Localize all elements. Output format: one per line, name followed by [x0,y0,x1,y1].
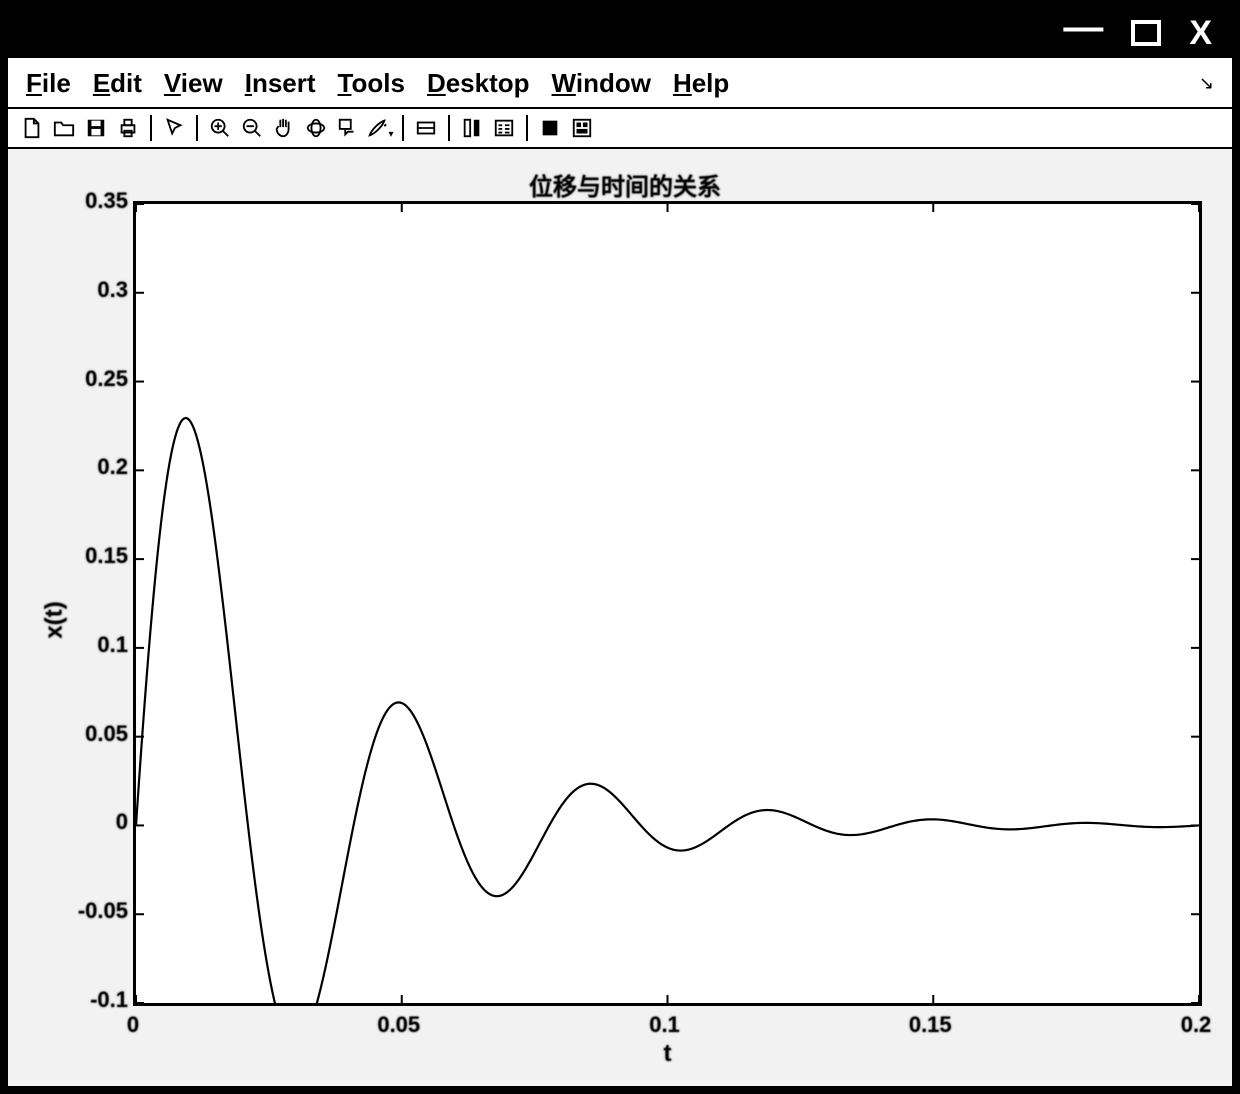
data-cursor-icon[interactable] [334,114,362,142]
y-tick-label: 0.3 [97,277,128,303]
figure-area: 位移与时间的关系 x(t) t -0.1 -0.05 0 0.05 0.1 0.15 0.2… [8,149,1232,1086]
close-button[interactable]: X [1189,16,1212,50]
insert-colorbar-icon[interactable] [458,114,486,142]
print-icon[interactable] [114,114,142,142]
new-file-icon[interactable] [18,114,46,142]
insert-legend-icon[interactable] [490,114,518,142]
open-file-icon[interactable] [50,114,78,142]
dock-icon[interactable]: ↘ [1199,73,1214,94]
maximize-button[interactable] [1131,18,1161,48]
y-tick-label: 0.1 [97,632,128,658]
x-axis-label: t [133,1040,1202,1068]
y-tick-label: 0 [116,809,128,835]
chart-title: 位移与时间的关系 [38,167,1212,202]
line-plot [136,204,1199,1003]
zoom-in-icon[interactable] [206,114,234,142]
menu-insert[interactable]: Insert [245,68,316,99]
toolbar: ▾ [8,109,1232,149]
toolbar-separator [402,115,404,141]
y-tick-label: 0.25 [85,366,128,392]
show-plot-tools-icon[interactable] [568,114,596,142]
menu-tools[interactable]: Tools [338,68,405,99]
minimize-button[interactable]: — [1063,7,1103,47]
plot-container: 位移与时间的关系 x(t) t -0.1 -0.05 0 0.05 0.1 0.15 0.2… [38,167,1212,1072]
zoom-out-icon[interactable] [238,114,266,142]
x-tick-label: 0.1 [649,1012,680,1038]
y-tick-label: 0.05 [85,721,128,747]
y-tick-label: -0.1 [90,987,128,1013]
rotate3d-icon[interactable] [302,114,330,142]
menu-file[interactable]: File [26,68,71,99]
figure-window: — X File Edit View Insert Tools Desktop … [0,0,1240,1094]
toolbar-separator [448,115,450,141]
hide-plot-tools-icon[interactable] [536,114,564,142]
title-bar: — X [8,8,1232,58]
y-axis-label: x(t) [41,601,69,638]
x-tick-label: 0.05 [377,1012,420,1038]
link-axes-icon[interactable] [412,114,440,142]
x-tick-label: 0.2 [1181,1012,1212,1038]
axes[interactable] [133,201,1202,1006]
menu-edit[interactable]: Edit [93,68,142,99]
toolbar-separator [526,115,528,141]
menu-window[interactable]: Window [552,68,651,99]
x-tick-label: 0 [127,1012,139,1038]
toolbar-separator [150,115,152,141]
brush-icon[interactable]: ▾ [366,114,394,142]
toolbar-separator [196,115,198,141]
save-icon[interactable] [82,114,110,142]
menu-help[interactable]: Help [673,68,729,99]
pan-icon[interactable] [270,114,298,142]
pointer-icon[interactable] [160,114,188,142]
menu-desktop[interactable]: Desktop [427,68,530,99]
y-tick-label: -0.05 [78,898,128,924]
menu-bar: File Edit View Insert Tools Desktop Wind… [8,58,1232,109]
x-tick-label: 0.15 [909,1012,952,1038]
y-tick-label: 0.35 [85,188,128,214]
menu-view[interactable]: View [164,68,223,99]
y-tick-label: 0.2 [97,454,128,480]
y-tick-label: 0.15 [85,543,128,569]
